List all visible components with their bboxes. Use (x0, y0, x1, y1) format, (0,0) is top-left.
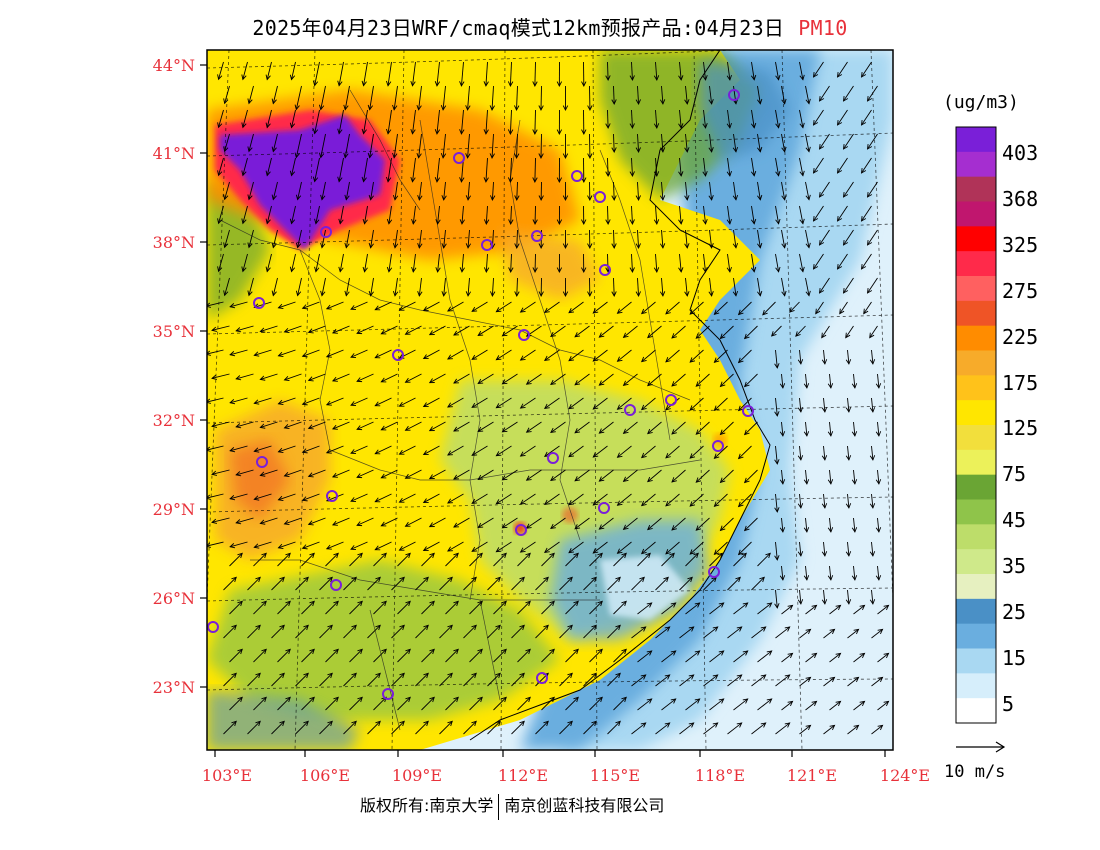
colorbar-swatch (956, 276, 996, 302)
wind-reference-arrow (956, 741, 1006, 753)
city-marker (742, 405, 754, 417)
city-marker (207, 621, 219, 633)
city-marker (320, 226, 332, 238)
colorbar-label: 35 (1002, 554, 1027, 578)
colorbar-label: 225 (1002, 325, 1039, 349)
lat-label-41n: 41°N (152, 144, 195, 163)
colorbar-swatch (956, 598, 996, 625)
colorbar-swatch (956, 325, 996, 351)
colorbar-swatch (956, 226, 996, 252)
city-marker (531, 230, 543, 242)
footer-owner-company: 南京创蓝科技有限公司 (504, 796, 665, 815)
city-marker (665, 394, 677, 406)
axis-ticks (200, 64, 886, 757)
city-marker (624, 404, 636, 416)
colorbar-label: 15 (1002, 646, 1027, 670)
lon-label-103e: 103°E (201, 766, 253, 785)
city-marker (330, 579, 342, 591)
city-marker (536, 672, 548, 684)
copyright-footer: 版权所有:南京大学 南京创蓝科技有限公司 (360, 792, 664, 820)
colorbar-label: 45 (1002, 508, 1027, 532)
colorbar-swatch (956, 474, 996, 500)
colorbar-swatch (956, 176, 996, 202)
city-marker (382, 688, 394, 700)
lat-label-23n: 23°N (152, 678, 195, 697)
colorbar-swatch (956, 549, 996, 575)
colorbar-label: 368 (1002, 187, 1039, 211)
colorbar-swatch (956, 151, 996, 178)
colorbar-swatch (956, 698, 996, 724)
colorbar-swatch (956, 400, 996, 426)
lat-label-32n: 32°N (152, 411, 195, 430)
colorbar-swatch (956, 623, 996, 649)
lat-label-38n: 38°N (152, 233, 195, 252)
lon-label-112e: 112°E (497, 766, 549, 785)
colorbar-label: 275 (1002, 279, 1039, 303)
title-parameter: PM10 (798, 16, 848, 40)
colorbar-label: 25 (1002, 600, 1027, 624)
colorbar-swatch (956, 300, 996, 327)
lat-label-26n: 26°N (152, 589, 195, 608)
city-marker (481, 239, 493, 251)
city-marker (728, 89, 740, 101)
colorbar-label: 75 (1002, 462, 1027, 486)
lon-label-109e: 109°E (391, 766, 443, 785)
map-frame (206, 49, 894, 751)
lat-label-29n: 29°N (152, 500, 195, 519)
colorbar-unit: (ug/m3) (943, 92, 1019, 113)
lon-label-106e: 106°E (299, 766, 351, 785)
city-marker (708, 566, 720, 578)
colorbar-label: 403 (1002, 141, 1039, 165)
city-marker (253, 297, 265, 309)
city-marker (594, 191, 606, 203)
colorbar (955, 126, 997, 724)
pm10-field (207, 50, 893, 750)
city-marker (326, 490, 338, 502)
lon-label-121e: 121°E (786, 766, 838, 785)
wind-vectors (207, 61, 890, 735)
colorbar-label: 5 (1002, 692, 1015, 716)
colorbar-label: 175 (1002, 371, 1039, 395)
title-main: 2025年04月23日WRF/cmaq模式12km预报产品:04月23日 (252, 16, 785, 40)
city-marker (599, 264, 611, 276)
colorbar-swatch (956, 201, 996, 227)
colorbar-label: 325 (1002, 233, 1039, 257)
city-markers (207, 89, 754, 700)
lat-label-35n: 35°N (152, 322, 195, 341)
colorbar-swatch (956, 251, 996, 277)
colorbar-swatch (956, 524, 996, 550)
city-marker (598, 502, 610, 514)
city-marker (453, 152, 465, 164)
colorbar-swatch (956, 499, 996, 525)
colorbar-swatch (956, 673, 996, 699)
city-marker (518, 329, 530, 341)
city-marker (392, 349, 404, 361)
lon-label-115e: 115°E (589, 766, 641, 785)
colorbar-swatch (956, 648, 996, 674)
colorbar-swatch (956, 574, 996, 600)
lon-label-118e: 118°E (694, 766, 746, 785)
colorbar-swatch (956, 425, 996, 451)
city-marker (515, 524, 527, 536)
city-marker (256, 456, 268, 468)
lat-label-44n: 44°N (152, 56, 195, 75)
city-marker (712, 440, 724, 452)
wind-reference-label: 10 m/s (944, 762, 1006, 782)
colorbar-swatch (956, 127, 996, 153)
colorbar-swatch (956, 449, 996, 476)
lon-label-124e: 124°E (879, 766, 931, 785)
colorbar-swatch (956, 375, 996, 401)
colorbar-label: 125 (1002, 416, 1039, 440)
city-marker (571, 170, 583, 182)
city-marker (547, 452, 559, 464)
chart-title: 2025年04月23日WRF/cmaq模式12km预报产品:04月23日 PM10 (0, 12, 1100, 41)
colorbar-swatch (956, 350, 996, 376)
footer-owner-university: 版权所有:南京大学 (360, 796, 494, 815)
footer-separator (498, 793, 500, 820)
